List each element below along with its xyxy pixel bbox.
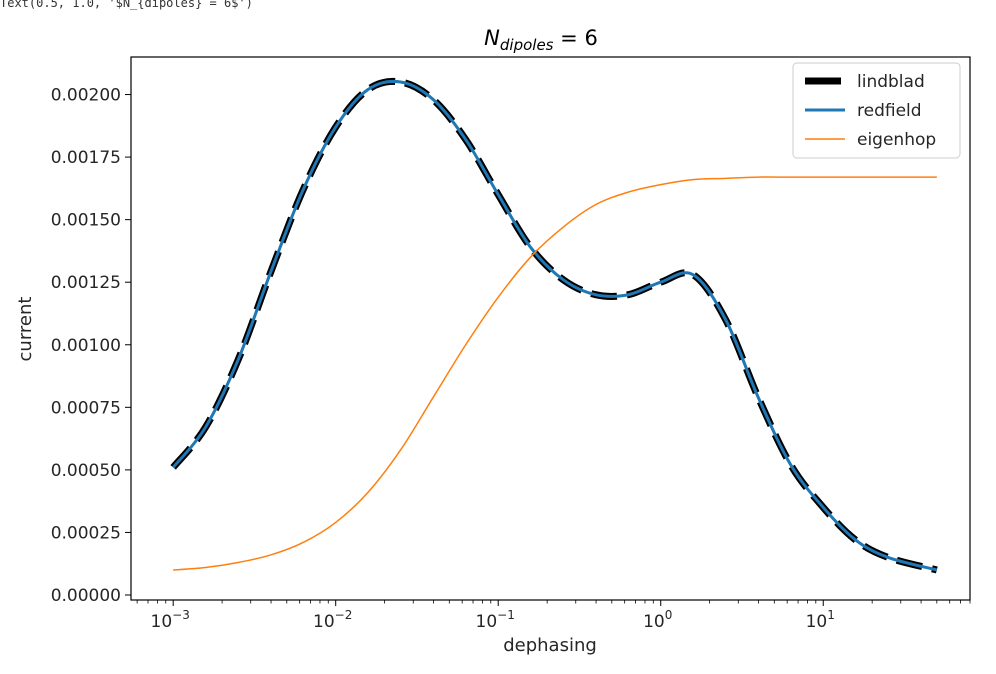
chart-title: Ndipoles = 6 <box>484 26 598 54</box>
legend-label-redfield: redfield <box>857 101 922 121</box>
legend: lindblad redfield eigenhop <box>792 62 961 159</box>
title-rest: = 6 <box>554 26 598 50</box>
title-main: N <box>484 26 500 50</box>
legend-label-lindblad: lindblad <box>857 72 925 92</box>
x-tick-label: 101 <box>806 608 835 632</box>
series-line-redfield <box>172 79 938 572</box>
y-tick-label: 0.00200 <box>51 86 121 106</box>
title-subscript: dipoles <box>500 36 554 54</box>
y-axis: 0.00000 0.00025 0.00050 0.00075 0.00100 0.001… <box>51 86 131 606</box>
legend-label-eigenhop: eigenhop <box>857 130 936 150</box>
x-tick-label: 10−2 <box>313 608 352 632</box>
series-line-eigenhop <box>173 176 937 571</box>
x-tick-label: 10−1 <box>476 608 515 632</box>
plot-frame <box>130 56 971 601</box>
y-tick-label: 0.00025 <box>51 523 121 543</box>
series-lines <box>170 77 938 574</box>
cell-output-text: Text(0.5, 1.0, '$N_{dipoles} = 6$') <box>0 0 253 10</box>
y-tick-label: 0.00050 <box>51 461 121 481</box>
y-tick-label: 0.00000 <box>51 586 121 606</box>
y-tick-label: 0.00150 <box>51 211 121 231</box>
y-tick-label: 0.00175 <box>51 148 121 168</box>
x-axis-label: dephasing <box>503 635 597 656</box>
y-axis-label: current <box>15 297 36 362</box>
legend-box <box>792 62 961 159</box>
x-tick-label: 10−3 <box>151 608 190 632</box>
y-tick-label: 0.00075 <box>51 398 121 418</box>
x-tick-label: 100 <box>643 608 672 632</box>
y-tick-label: 0.00125 <box>51 273 121 293</box>
y-tick-label: 0.00100 <box>51 336 121 356</box>
x-axis: 10−3 10−2 10−1 100 101 <box>136 600 971 632</box>
